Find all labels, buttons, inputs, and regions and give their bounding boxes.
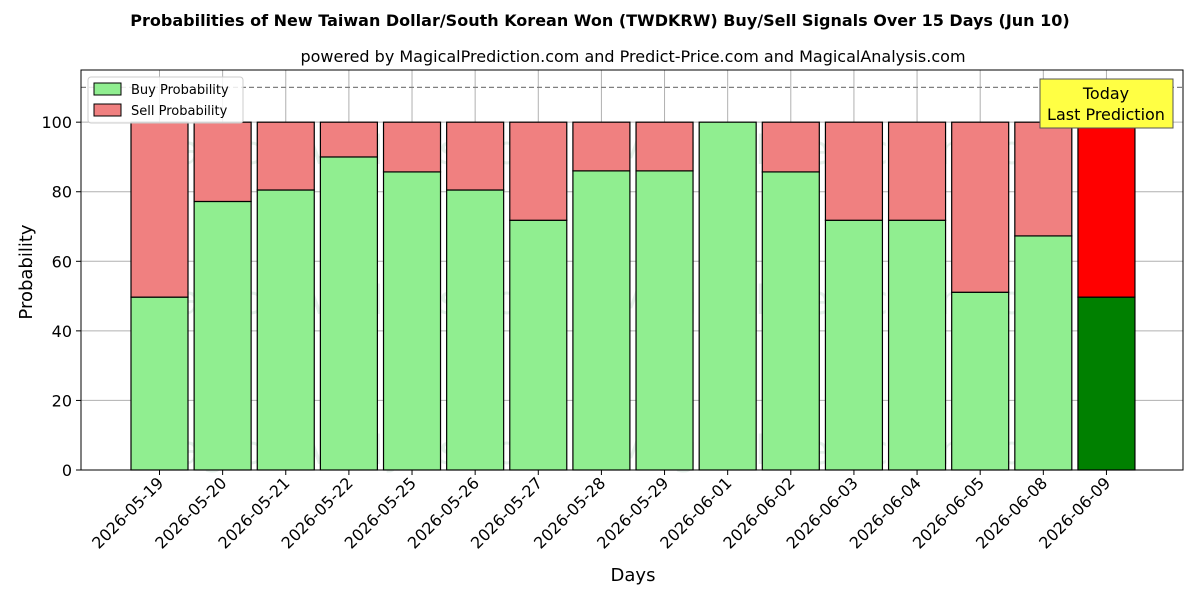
- y-tick-label: 0: [62, 461, 72, 480]
- sell-bar: [572, 121, 631, 172]
- sell-bar: [951, 121, 1010, 293]
- sell-bar: [761, 121, 820, 173]
- sell-bar: [193, 121, 252, 203]
- x-axis-label: Days: [611, 565, 656, 586]
- sell-bar: [887, 121, 947, 221]
- y-tick-label: 60: [52, 252, 72, 271]
- y-tick-label: 40: [52, 322, 72, 341]
- legend-swatch-buy: [93, 82, 122, 96]
- sell-bar: [1077, 121, 1136, 298]
- buy-bar: [319, 156, 378, 471]
- buy-bar: [698, 121, 757, 471]
- buy-bar: [1077, 296, 1136, 471]
- annotation-line-2: Last Prediction: [1047, 105, 1165, 124]
- buy-bar: [130, 296, 189, 471]
- buy-bar: [446, 189, 505, 471]
- chart-title: Probabilities of New Taiwan Dollar/South…: [130, 11, 1069, 30]
- buy-bar: [572, 170, 631, 471]
- buy-bar: [887, 219, 947, 471]
- buy-bar: [193, 200, 252, 471]
- legend: Buy Probability Sell Probability: [87, 76, 244, 124]
- sell-bar: [1014, 121, 1073, 237]
- sell-bar: [319, 121, 378, 158]
- buy-bar: [824, 219, 884, 471]
- buy-bar: [256, 189, 315, 471]
- legend-box: [87, 76, 244, 124]
- plot-frame: [80, 69, 1184, 471]
- sell-bar: [382, 121, 442, 173]
- today-annotation: Today Last Prediction: [1039, 78, 1174, 129]
- buy-bar: [951, 291, 1010, 471]
- buy-bar: [761, 171, 820, 471]
- annotation-line-1: Today: [1082, 84, 1129, 103]
- y-tick-label: 80: [52, 183, 72, 202]
- legend-label-sell: Sell Probability: [131, 104, 228, 119]
- buy-bar: [382, 171, 442, 471]
- annotation-box: [1039, 78, 1174, 129]
- y-axis-label: Probability: [16, 224, 37, 319]
- y-tick-label: 100: [41, 113, 72, 132]
- chart-subtitle: powered by MagicalPrediction.com and Pre…: [300, 47, 965, 66]
- legend-swatch-sell: [93, 103, 122, 117]
- legend-label-buy: Buy Probability: [131, 83, 229, 98]
- sell-bar: [130, 121, 189, 298]
- buy-bar: [635, 170, 694, 471]
- y-tick-label: 20: [52, 391, 72, 410]
- sell-bar: [256, 121, 315, 191]
- bars: [130, 121, 1136, 471]
- sell-bar: [635, 121, 694, 172]
- buy-bar: [509, 219, 568, 471]
- sell-bar: [509, 121, 568, 221]
- buy-bar: [1014, 235, 1073, 471]
- sell-bar: [824, 121, 884, 221]
- sell-bar: [446, 121, 505, 191]
